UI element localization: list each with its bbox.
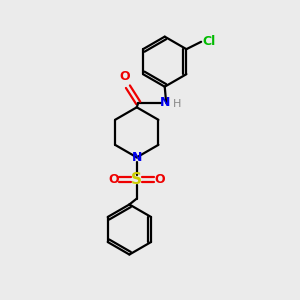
Text: N: N xyxy=(160,96,170,110)
Text: N: N xyxy=(132,151,142,164)
Text: H: H xyxy=(173,99,181,110)
Text: O: O xyxy=(120,70,130,83)
Text: O: O xyxy=(109,173,119,186)
Text: Cl: Cl xyxy=(202,35,216,48)
Text: O: O xyxy=(154,173,165,186)
Text: S: S xyxy=(131,172,142,187)
